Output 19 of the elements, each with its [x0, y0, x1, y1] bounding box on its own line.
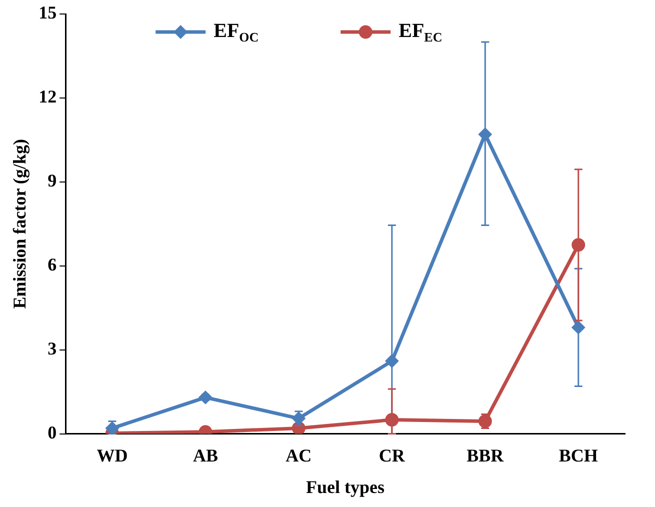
y-tick-label: 0: [48, 422, 57, 442]
point: [385, 413, 399, 427]
y-tick-label: 9: [48, 170, 57, 191]
x-tick-label: BCH: [558, 445, 598, 466]
point: [386, 354, 398, 368]
x-tick-label: BBR: [466, 445, 505, 466]
x-tick-label: AC: [286, 445, 312, 466]
x-tick-label: AB: [192, 445, 218, 466]
y-tick-label: 12: [38, 86, 57, 107]
y-tick-label: 6: [48, 254, 57, 275]
y-tick-label: 3: [48, 338, 57, 358]
point: [199, 391, 212, 404]
x-tick-label: WD: [96, 445, 128, 466]
y-axis-title: Emission factor (g/kg): [9, 139, 30, 309]
point: [572, 238, 586, 252]
x-axis-title: Fuel types: [306, 476, 385, 497]
y-tick-label: 15: [38, 2, 57, 23]
x-tick-label: CR: [378, 445, 406, 466]
point: [572, 321, 585, 334]
